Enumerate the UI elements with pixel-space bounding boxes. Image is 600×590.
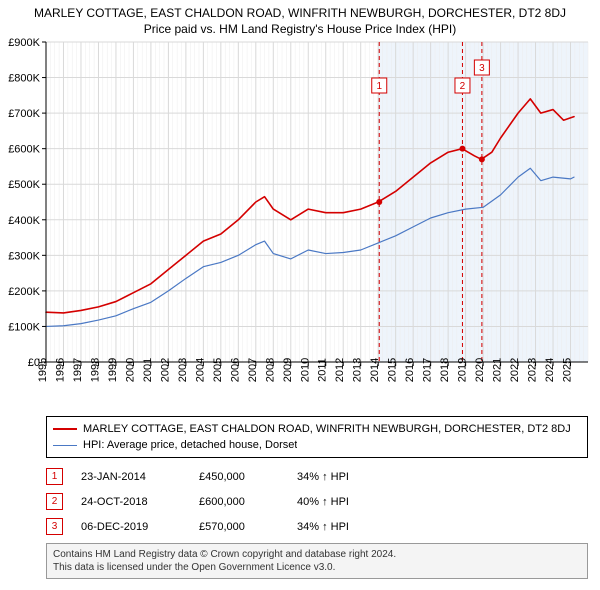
event-number-badge: 3: [46, 518, 63, 535]
svg-text:2019: 2019: [457, 358, 469, 382]
svg-text:2023: 2023: [527, 358, 539, 382]
event-hpi-delta: 34% ↑ HPI: [297, 471, 397, 483]
svg-text:2004: 2004: [194, 358, 206, 382]
footer-line-2: This data is licensed under the Open Gov…: [53, 561, 581, 574]
event-row: 1 23-JAN-2014 £450,000 34% ↑ HPI: [46, 468, 588, 485]
event-row: 2 24-OCT-2018 £600,000 40% ↑ HPI: [46, 493, 588, 510]
event-price: £570,000: [199, 521, 279, 533]
chart-title: MARLEY COTTAGE, EAST CHALDON ROAD, WINFR…: [0, 0, 600, 38]
svg-text:2014: 2014: [369, 358, 381, 382]
svg-text:2005: 2005: [212, 358, 224, 382]
svg-text:3: 3: [479, 63, 485, 74]
svg-text:£500K: £500K: [8, 179, 40, 191]
event-hpi-delta: 34% ↑ HPI: [297, 521, 397, 533]
event-price: £450,000: [199, 471, 279, 483]
footer-line-1: Contains HM Land Registry data © Crown c…: [53, 548, 581, 561]
svg-text:2015: 2015: [387, 358, 399, 382]
svg-text:2: 2: [460, 81, 466, 92]
events-table: 1 23-JAN-2014 £450,000 34% ↑ HPI 2 24-OCT-201…: [46, 468, 588, 535]
chart-svg: £0£100K£200K£300K£400K£500K£600K£700K£80…: [0, 38, 600, 408]
legend-label: MARLEY COTTAGE, EAST CHALDON ROAD, WINFR…: [83, 421, 571, 437]
svg-text:2008: 2008: [264, 358, 276, 382]
svg-text:2012: 2012: [334, 358, 346, 382]
svg-text:2000: 2000: [124, 358, 136, 382]
svg-text:2025: 2025: [562, 358, 574, 382]
svg-text:2022: 2022: [509, 358, 521, 382]
page-root: MARLEY COTTAGE, EAST CHALDON ROAD, WINFR…: [0, 0, 600, 579]
legend-swatch: [53, 445, 77, 446]
svg-text:2006: 2006: [229, 358, 241, 382]
legend-item: MARLEY COTTAGE, EAST CHALDON ROAD, WINFR…: [53, 421, 581, 437]
attribution-footer: Contains HM Land Registry data © Crown c…: [46, 543, 588, 579]
svg-text:£900K: £900K: [8, 38, 40, 49]
svg-text:2007: 2007: [247, 358, 259, 382]
svg-text:£700K: £700K: [8, 108, 40, 120]
svg-text:1: 1: [376, 81, 382, 92]
svg-text:1998: 1998: [89, 358, 101, 382]
event-hpi-delta: 40% ↑ HPI: [297, 496, 397, 508]
legend-swatch: [53, 428, 77, 430]
svg-text:1995: 1995: [37, 358, 49, 382]
event-date: 06-DEC-2019: [81, 521, 181, 533]
svg-text:£600K: £600K: [8, 144, 40, 156]
svg-text:2024: 2024: [544, 358, 556, 382]
event-price: £600,000: [199, 496, 279, 508]
svg-text:1997: 1997: [72, 358, 84, 382]
price-chart: £0£100K£200K£300K£400K£500K£600K£700K£80…: [0, 38, 600, 408]
svg-text:£200K: £200K: [8, 286, 40, 298]
svg-text:2018: 2018: [439, 358, 451, 382]
event-number-badge: 2: [46, 493, 63, 510]
legend: MARLEY COTTAGE, EAST CHALDON ROAD, WINFR…: [46, 416, 588, 458]
svg-text:2001: 2001: [142, 358, 154, 382]
svg-text:2021: 2021: [492, 358, 504, 382]
legend-item: HPI: Average price, detached house, Dors…: [53, 437, 581, 453]
svg-text:2003: 2003: [177, 358, 189, 382]
svg-text:2017: 2017: [422, 358, 434, 382]
svg-text:2002: 2002: [159, 358, 171, 382]
svg-text:2011: 2011: [317, 358, 329, 382]
legend-label: HPI: Average price, detached house, Dors…: [83, 437, 297, 453]
svg-text:2013: 2013: [352, 358, 364, 382]
svg-text:£800K: £800K: [8, 73, 40, 85]
svg-text:£100K: £100K: [8, 321, 40, 333]
event-row: 3 06-DEC-2019 £570,000 34% ↑ HPI: [46, 518, 588, 535]
svg-text:2016: 2016: [404, 358, 416, 382]
svg-text:2009: 2009: [282, 358, 294, 382]
event-number-badge: 1: [46, 468, 63, 485]
svg-text:2020: 2020: [474, 358, 486, 382]
title-line-1: MARLEY COTTAGE, EAST CHALDON ROAD, WINFR…: [0, 6, 600, 20]
svg-text:2010: 2010: [299, 358, 311, 382]
title-line-2: Price paid vs. HM Land Registry's House …: [0, 22, 600, 36]
event-date: 23-JAN-2014: [81, 471, 181, 483]
svg-text:1999: 1999: [107, 358, 119, 382]
event-date: 24-OCT-2018: [81, 496, 181, 508]
svg-text:£400K: £400K: [8, 215, 40, 227]
svg-text:1996: 1996: [54, 358, 66, 382]
svg-text:£300K: £300K: [8, 250, 40, 262]
